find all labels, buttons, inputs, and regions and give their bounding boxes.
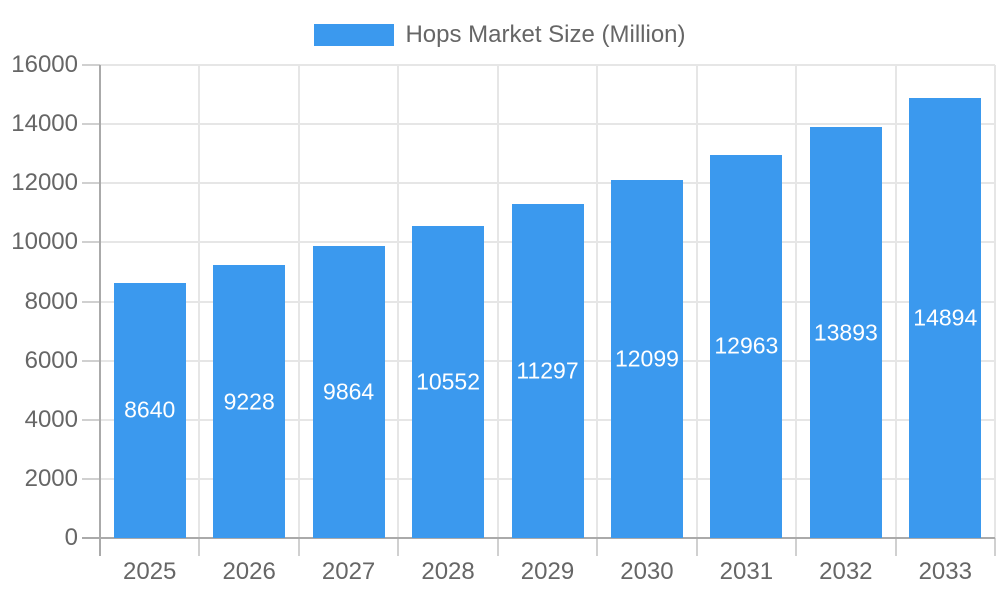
bar-value-label: 14894	[913, 304, 978, 331]
gridline-vertical	[894, 65, 897, 538]
x-axis-tick-label: 2029	[520, 558, 575, 585]
y-axis-tick	[82, 300, 100, 303]
y-axis-tick-label: 4000	[24, 405, 78, 433]
bar-value-label: 12963	[714, 332, 779, 359]
bar-value-label: 13893	[813, 319, 878, 346]
x-axis-tick-label: 2027	[321, 558, 376, 585]
legend-item-hops-market-size[interactable]: Hops Market Size (Million)	[314, 21, 686, 49]
legend-swatch	[314, 24, 395, 46]
gridline-vertical	[397, 65, 400, 538]
bar-value-label: 12099	[614, 345, 679, 372]
x-axis-tick-label: 2031	[719, 558, 774, 585]
x-axis-tick	[596, 538, 599, 556]
x-axis-tick	[994, 538, 996, 556]
chart-legend: Hops Market Size (Million)	[0, 21, 1000, 49]
y-axis-tick-label: 2000	[24, 464, 78, 492]
y-axis-tick	[82, 241, 100, 244]
bar-2030[interactable]	[610, 180, 683, 538]
x-axis-tick	[496, 538, 499, 556]
y-axis-tick	[82, 477, 100, 480]
x-axis-tick-label: 2032	[819, 558, 873, 585]
gridline-horizontal	[100, 64, 995, 66]
y-axis-tick	[82, 359, 100, 362]
y-axis-tick-label: 8000	[24, 287, 78, 315]
y-axis-tick-label: 14000	[11, 110, 78, 138]
bar-2033[interactable]	[909, 97, 982, 538]
legend-label: Hops Market Size (Million)	[405, 21, 686, 48]
gridline-horizontal	[100, 123, 995, 126]
bar-value-label: 10552	[416, 368, 481, 395]
bar-2027[interactable]	[312, 246, 385, 538]
y-axis-tick-label: 0	[64, 524, 78, 551]
gridline-vertical	[994, 65, 996, 538]
y-axis-tick-label: 6000	[24, 346, 78, 374]
gridline-horizontal	[100, 182, 995, 185]
x-axis-tick	[795, 538, 798, 556]
y-axis-tick	[82, 64, 100, 66]
bar-value-label: 9864	[323, 378, 375, 405]
bar-value-label: 11297	[516, 357, 579, 384]
x-axis-tick-label: 2033	[918, 558, 972, 585]
x-axis-tick	[894, 538, 897, 556]
bar-2025[interactable]	[113, 282, 186, 538]
y-axis-tick-label: 12000	[11, 169, 78, 197]
gridline-vertical	[795, 65, 798, 538]
x-axis-tick-label: 2025	[123, 558, 177, 585]
x-axis-tick-label: 2030	[620, 558, 674, 585]
bar-2031[interactable]	[710, 154, 783, 538]
y-axis-tick-label: 16000	[11, 51, 78, 78]
x-axis-tick	[397, 538, 400, 556]
x-axis-tick	[695, 538, 698, 556]
gridline-vertical	[297, 65, 300, 538]
y-axis-tick-label: 10000	[11, 228, 78, 256]
y-axis-tick	[82, 123, 100, 126]
x-axis-tick	[198, 538, 201, 556]
gridline-vertical	[496, 65, 499, 538]
y-axis-line	[99, 65, 101, 556]
gridline-vertical	[198, 65, 201, 538]
x-axis-tick	[297, 538, 300, 556]
bar-2032[interactable]	[809, 127, 882, 538]
gridline-vertical	[695, 65, 698, 538]
x-axis-tick-label: 2028	[421, 558, 475, 585]
bar-2026[interactable]	[213, 265, 286, 538]
bar-2029[interactable]	[511, 204, 584, 538]
y-axis-tick	[82, 182, 100, 185]
bar-value-label: 8640	[124, 396, 176, 423]
x-axis-line	[82, 537, 995, 539]
bar-value-label: 9228	[223, 388, 275, 415]
x-axis-tick-label: 2026	[222, 558, 276, 585]
gridline-vertical	[596, 65, 599, 538]
bar-2028[interactable]	[412, 226, 485, 538]
y-axis-tick	[82, 418, 100, 421]
